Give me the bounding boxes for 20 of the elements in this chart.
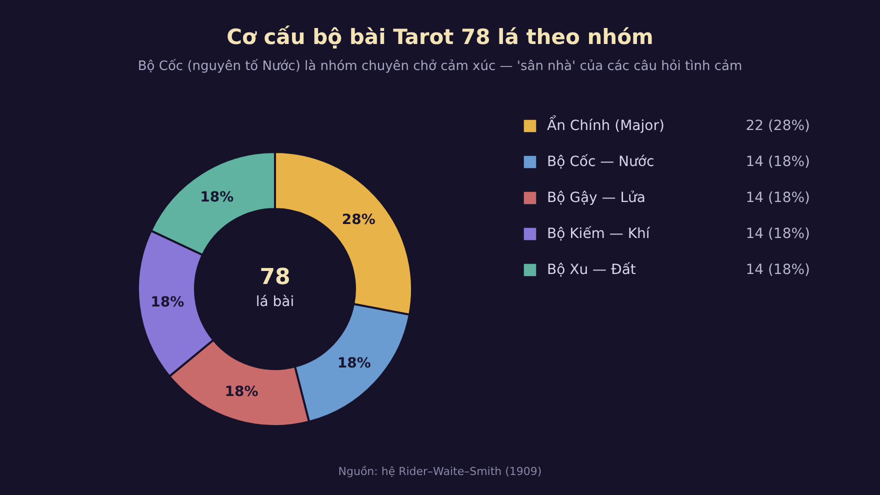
text: 14 (18%) — [746, 154, 810, 170]
legend-label: Ẩn Chính (Major) — [547, 115, 664, 134]
data-label: 18% — [200, 189, 234, 206]
chart-subtitle: Bộ Cốc (nguyên tố Nước) là nhóm chuyên chở cảm xúc — 'sân nhà' của các câu hỏi tình cảm — [138, 59, 742, 74]
text: 22 (28%) — [746, 118, 810, 134]
data-label: 18% — [337, 355, 371, 372]
legend-label: Bộ Xu — Đất — [547, 262, 636, 278]
text: 14 (18%) — [746, 226, 810, 242]
legend-label: Bộ Gậy — Lửa — [547, 190, 646, 206]
data-label: 18% — [150, 294, 184, 311]
text: Nguồn: hệ Rider–Waite–Smith (1909) — [338, 465, 542, 478]
text: lá bài — [256, 294, 294, 310]
text: 78 — [260, 265, 290, 290]
legend-label: Bộ Kiếm — Khí — [547, 226, 651, 242]
legend-label: Bộ Cốc — Nước — [547, 154, 654, 170]
chart-title: Cơ cấu bộ bài Tarot 78 lá theo nhóm — [226, 25, 654, 49]
text: 14 (18%) — [746, 190, 810, 206]
text: 14 (18%) — [746, 262, 810, 278]
data-label: 28% — [342, 212, 376, 228]
data-label: 18% — [224, 384, 258, 400]
